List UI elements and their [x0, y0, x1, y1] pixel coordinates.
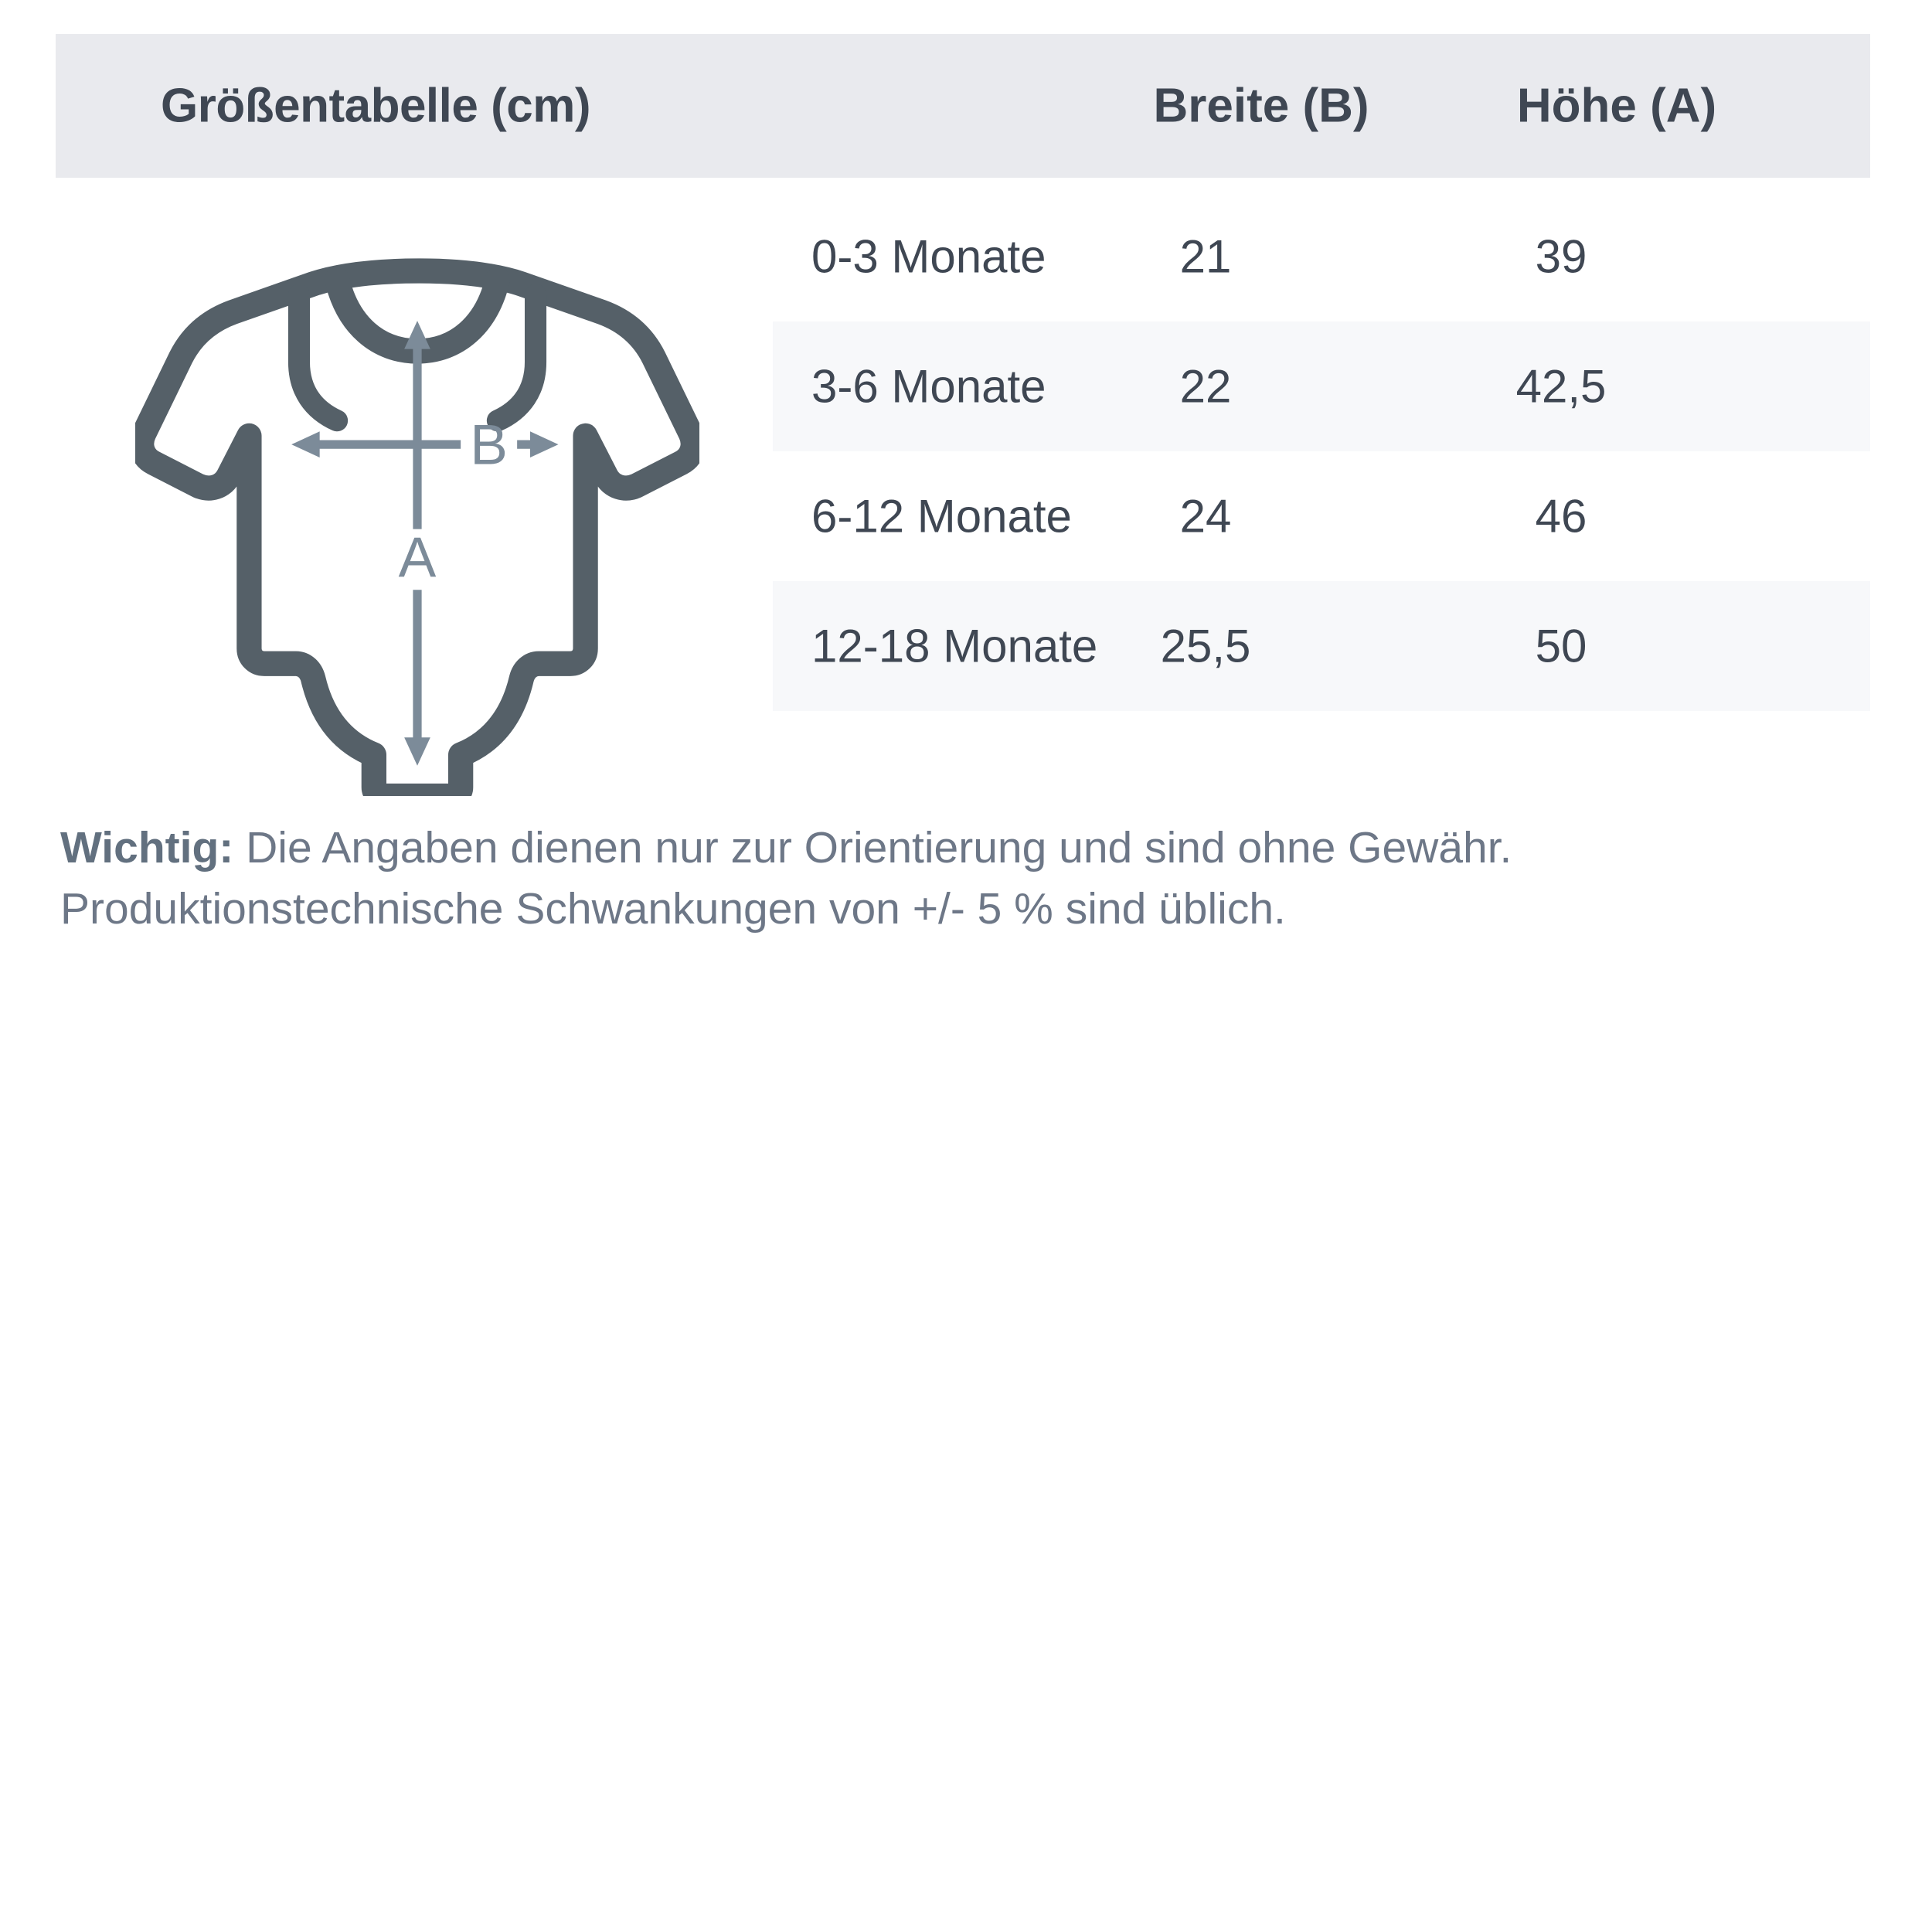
row-width-value: 22 [1179, 360, 1232, 413]
row-size-label: 12-18 Monate [811, 620, 1098, 672]
column-header-width: Breite (B) [1153, 79, 1369, 133]
row-size-label: 6-12 Monate [811, 490, 1072, 543]
footnote-emphasis: Wichtig: [60, 823, 234, 872]
row-width-value: 25,5 [1160, 620, 1251, 672]
footnote: Wichtig: Die Angaben dienen nur zur Orie… [60, 818, 1884, 939]
row-height-value: 50 [1535, 620, 1587, 672]
footnote-line-2: Produktionstechnische Schwankungen von +… [60, 883, 1286, 934]
table-header-band: Größentabelle (cm) Breite (B) Höhe (A) [56, 34, 1870, 178]
row-width-value: 24 [1179, 490, 1232, 543]
width-dimension-arrow: B [291, 413, 559, 476]
width-label: B [470, 413, 508, 476]
column-header-height: Höhe (A) [1516, 79, 1717, 133]
footnote-line-1: Wichtig: Die Angaben dienen nur zur Orie… [60, 818, 1884, 879]
row-height-value: 42,5 [1515, 360, 1607, 413]
footnote-line-1-text: Die Angaben dienen nur zur Orientierung … [233, 823, 1512, 872]
row-size-label: 0-3 Monate [811, 230, 1046, 283]
table-row: 0-3 Monate 21 39 [773, 192, 1870, 321]
table-row: 12-18 Monate 25,5 50 [773, 581, 1870, 711]
size-table: 0-3 Monate 21 39 3-6 Monate 22 42,5 6-12 Monat… [773, 192, 1870, 711]
height-dimension-arrow: A [399, 321, 437, 766]
page-title: Größentabelle (cm) [161, 79, 591, 133]
bodysuit-illustration: A B [135, 232, 699, 796]
row-size-label: 3-6 Monate [811, 360, 1046, 413]
height-label: A [399, 526, 437, 589]
table-row: 3-6 Monate 22 42,5 [773, 321, 1870, 451]
row-height-value: 39 [1535, 230, 1587, 283]
bodysuit-icon: A B [135, 258, 699, 796]
row-height-value: 46 [1535, 490, 1587, 543]
table-row: 6-12 Monate 24 46 [773, 451, 1870, 581]
row-width-value: 21 [1179, 230, 1232, 283]
